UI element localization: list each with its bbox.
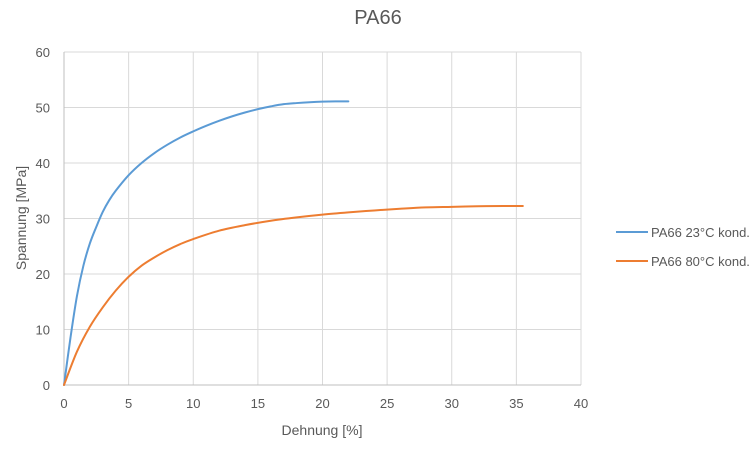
x-tick-label: 40 xyxy=(574,396,588,411)
x-tick-label: 25 xyxy=(380,396,394,411)
series-lines xyxy=(63,100,524,386)
y-axis-ticks: 0 10 20 30 40 50 60 xyxy=(36,45,50,393)
y-tick-label: 10 xyxy=(36,323,50,338)
x-tick-label: 15 xyxy=(251,396,265,411)
x-axis-label: Dehnung [%] xyxy=(282,422,363,438)
x-tick-label: 35 xyxy=(509,396,523,411)
y-tick-label: 20 xyxy=(36,267,50,282)
y-axis-label: Spannung [MPa] xyxy=(13,166,29,270)
x-tick-label: 5 xyxy=(125,396,132,411)
chart-title: PA66 xyxy=(354,7,401,29)
legend-label: PA66 23°C kond. xyxy=(651,225,750,240)
x-tick-label: 30 xyxy=(445,396,459,411)
y-tick-label: 60 xyxy=(36,45,50,60)
x-tick-label: 0 xyxy=(60,396,67,411)
y-tick-label: 40 xyxy=(36,156,50,171)
series-line-2 xyxy=(63,204,524,386)
y-tick-label: 30 xyxy=(36,212,50,227)
legend: PA66 23°C kond. PA66 80°C kond. xyxy=(616,225,750,269)
x-axis-ticks: 0 5 10 15 20 25 30 35 40 xyxy=(60,396,588,411)
y-tick-label: 50 xyxy=(36,101,50,116)
y-tick-label: 0 xyxy=(43,378,50,393)
x-tick-label: 10 xyxy=(186,396,200,411)
series-line-1 xyxy=(63,100,350,386)
gridlines xyxy=(63,51,582,386)
x-tick-label: 20 xyxy=(315,396,329,411)
legend-label: PA66 80°C kond. xyxy=(651,254,750,269)
